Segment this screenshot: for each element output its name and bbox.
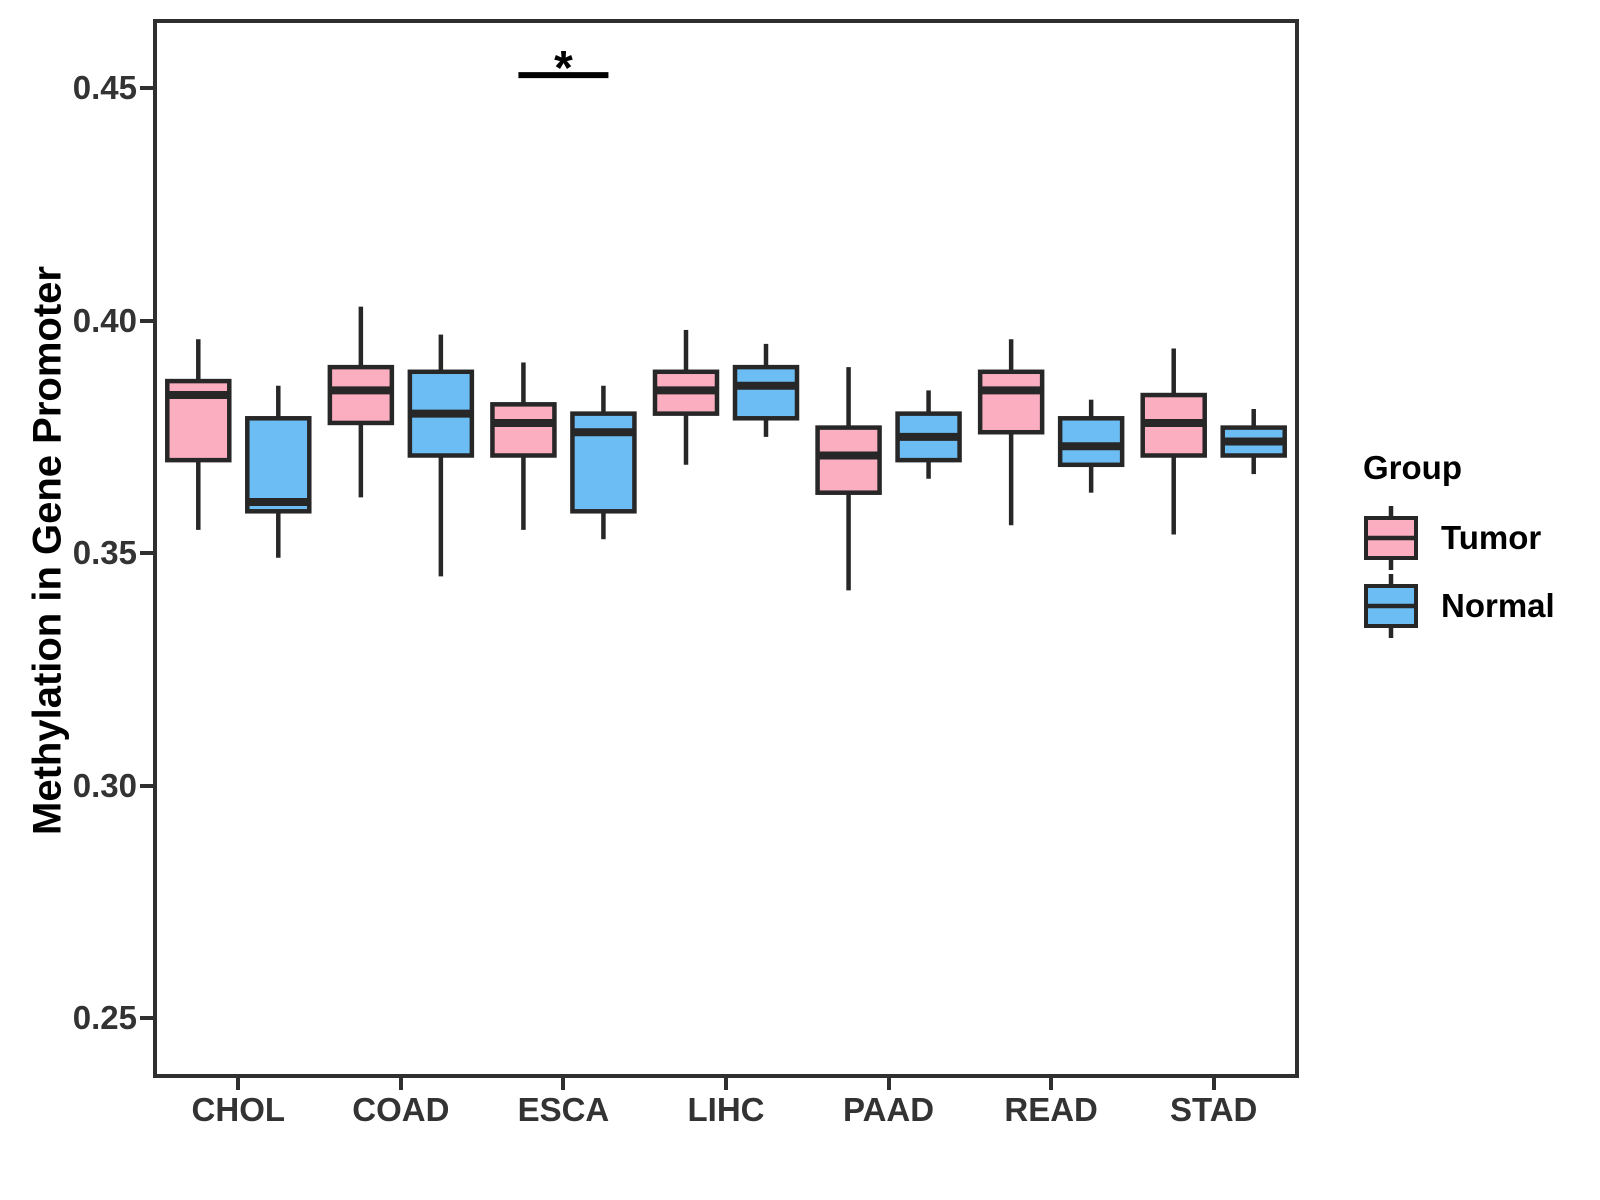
legend-label-normal: Normal: [1441, 587, 1555, 624]
boxplot-canvas: *: [165, 42, 1287, 591]
box-tumor-lihc: [652, 329, 720, 465]
box-normal-chol: [245, 385, 312, 558]
x-tick-mark: [1049, 1078, 1054, 1090]
legend: Group Tumor Normal: [1363, 450, 1555, 642]
legend-entry-normal: Normal: [1363, 574, 1555, 638]
x-tick-mark: [398, 1078, 403, 1090]
y-tick-label: 0.25: [72, 999, 137, 1037]
plot-panel: *: [153, 19, 1299, 1078]
significance-star: *: [554, 42, 573, 95]
x-tick-mark: [1211, 1078, 1216, 1090]
x-tick-mark: [886, 1078, 891, 1090]
x-tick-label-read: READ: [1004, 1091, 1098, 1128]
x-tick-label-lihc: LIHC: [687, 1091, 765, 1128]
legend-label-tumor: Tumor: [1441, 519, 1542, 556]
box-normal-esca: [570, 385, 637, 540]
x-tick-label-stad: STAD: [1170, 1091, 1258, 1128]
box-tumor-coad: [327, 306, 395, 498]
x-tick-mark: [236, 1078, 241, 1090]
box-normal-coad: [407, 334, 475, 577]
box-tumor-chol: [165, 339, 232, 530]
box-normal-stad: [1220, 408, 1287, 475]
x-tick-label-coad: COAD: [352, 1091, 450, 1128]
x-tick-label-chol: CHOL: [191, 1091, 286, 1128]
x-tick-label-paad: PAAD: [843, 1091, 935, 1128]
box-tumor-paad: [815, 367, 882, 591]
x-tick-mark: [561, 1078, 566, 1090]
box-tumor-esca: [490, 362, 557, 530]
y-tick-mark: [140, 1016, 153, 1021]
y-tick-label: 0.45: [72, 69, 137, 107]
box-normal-lihc: [732, 343, 800, 437]
y-tick-mark: [140, 318, 153, 323]
box-normal-read: [1057, 399, 1125, 493]
y-tick-mark: [140, 86, 153, 91]
y-tick-mark: [140, 551, 153, 556]
box-normal-paad: [895, 390, 962, 479]
y-tick-mark: [140, 783, 153, 788]
x-tick-mark: [724, 1078, 728, 1090]
legend-entry-tumor: Tumor: [1363, 506, 1555, 570]
normal-boxplot-glyph-icon: [1364, 574, 1418, 638]
box-tumor-read: [977, 339, 1045, 526]
y-axis-title: Methylation in Gene Promoter: [25, 266, 70, 835]
x-tick-label-esca: ESCA: [517, 1091, 610, 1128]
legend-title: Group: [1363, 449, 1462, 486]
box-tumor-stad: [1140, 348, 1207, 535]
tumor-boxplot-glyph-icon: [1364, 506, 1418, 570]
